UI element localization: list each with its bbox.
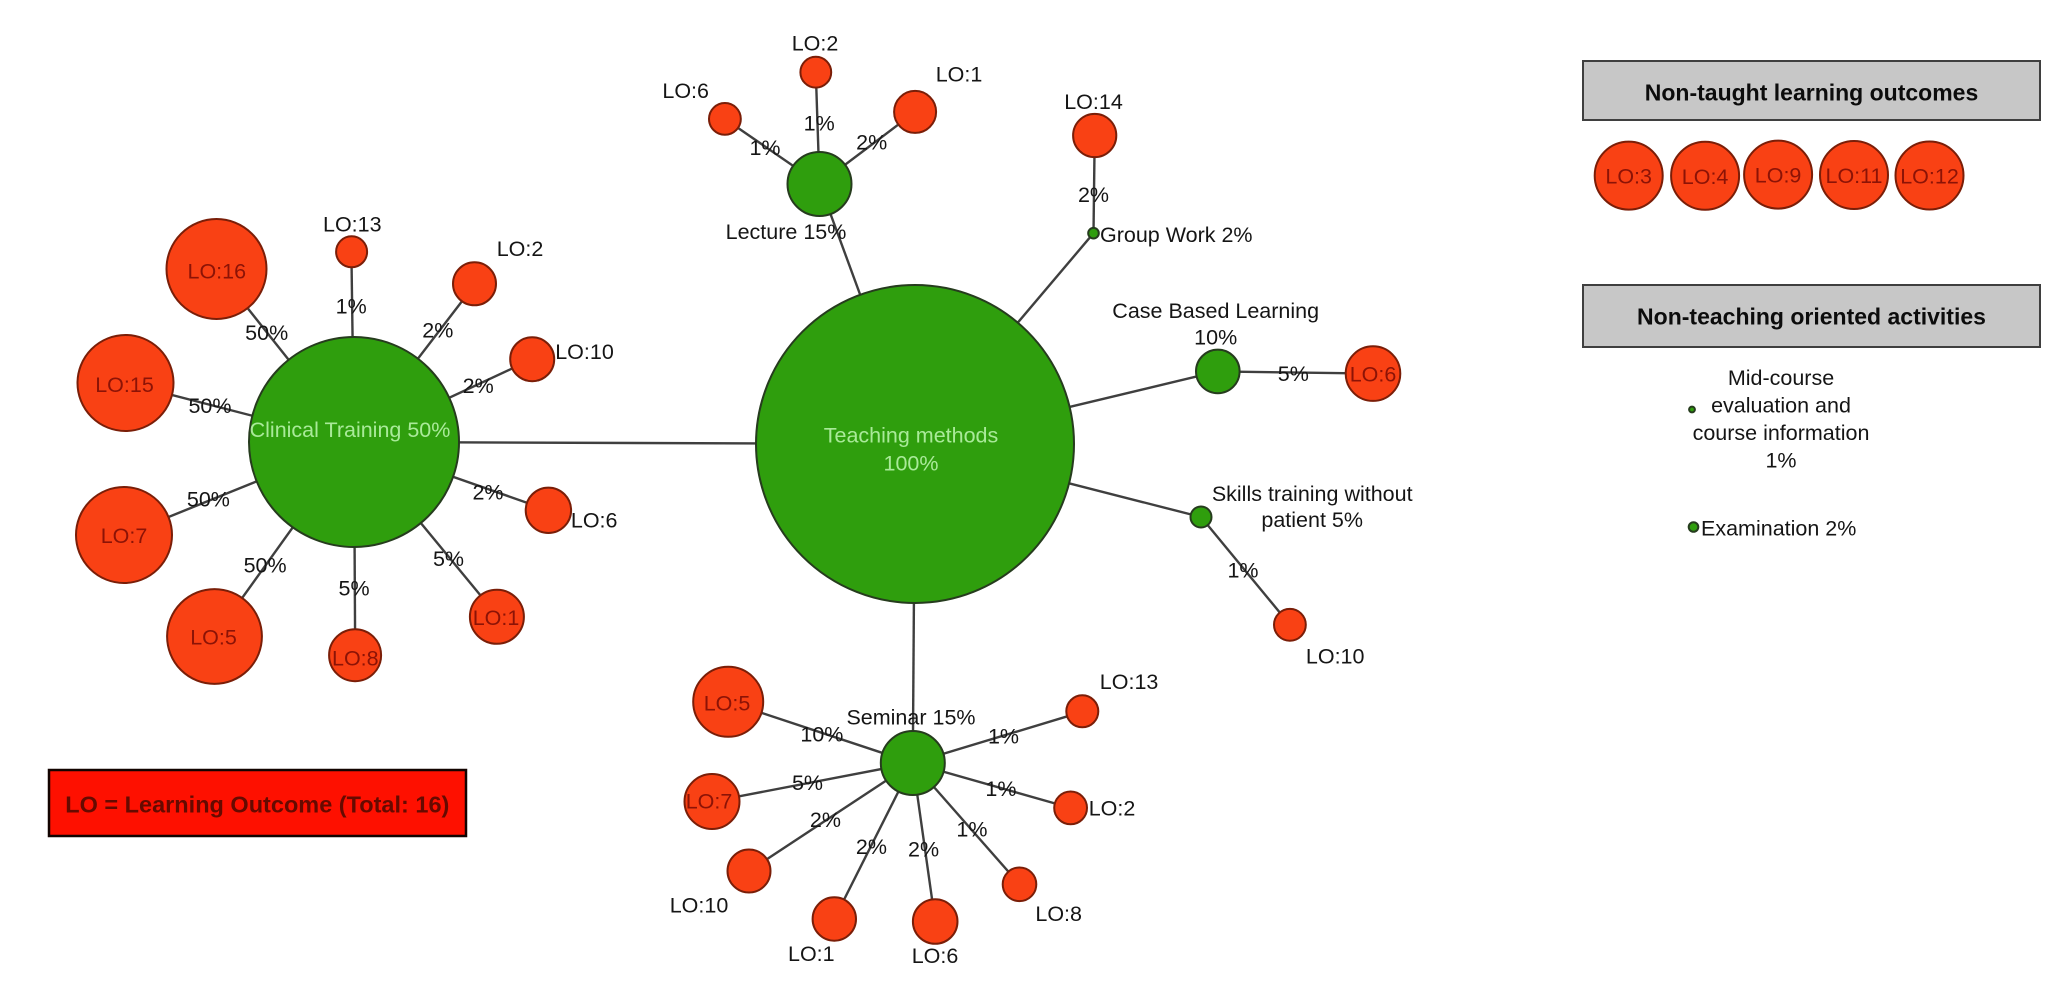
svg-text:LO:5: LO:5 bbox=[190, 626, 237, 650]
svg-text:50%: 50% bbox=[187, 487, 230, 511]
svg-text:5%: 5% bbox=[433, 547, 464, 571]
svg-text:LO:10: LO:10 bbox=[670, 894, 729, 918]
svg-text:2%: 2% bbox=[1078, 183, 1109, 207]
svg-text:Lecture 15%: Lecture 15% bbox=[726, 220, 847, 244]
svg-text:LO:3: LO:3 bbox=[1605, 165, 1652, 189]
svg-text:2%: 2% bbox=[422, 319, 453, 343]
svg-text:2%: 2% bbox=[472, 480, 503, 504]
svg-text:LO:8: LO:8 bbox=[332, 646, 379, 670]
svg-text:LO:15: LO:15 bbox=[95, 373, 154, 397]
svg-text:1%: 1% bbox=[985, 777, 1016, 801]
svg-text:LO:4: LO:4 bbox=[1682, 165, 1729, 189]
svg-text:patient 5%: patient 5% bbox=[1261, 508, 1363, 532]
svg-text:LO:10: LO:10 bbox=[555, 340, 614, 364]
svg-text:LO:1: LO:1 bbox=[473, 606, 520, 630]
svg-text:2%: 2% bbox=[856, 131, 887, 155]
svg-text:Clinical Training 50%: Clinical Training 50% bbox=[250, 418, 451, 442]
svg-text:LO:14: LO:14 bbox=[1064, 90, 1123, 114]
svg-text:evaluation and: evaluation and bbox=[1711, 394, 1851, 418]
svg-text:LO:7: LO:7 bbox=[101, 524, 148, 548]
svg-text:2%: 2% bbox=[810, 808, 841, 832]
svg-text:course information: course information bbox=[1693, 421, 1870, 445]
svg-text:LO:2: LO:2 bbox=[792, 32, 839, 56]
svg-text:Teaching methods: Teaching methods bbox=[824, 424, 999, 448]
svg-text:LO:12: LO:12 bbox=[1900, 165, 1959, 189]
svg-text:5%: 5% bbox=[1278, 362, 1309, 386]
svg-text:LO:8: LO:8 bbox=[1035, 902, 1082, 926]
svg-text:50%: 50% bbox=[245, 321, 288, 345]
svg-text:LO:13: LO:13 bbox=[1100, 670, 1159, 694]
svg-text:50%: 50% bbox=[188, 394, 231, 418]
svg-text:LO:13: LO:13 bbox=[323, 213, 382, 237]
svg-text:1%: 1% bbox=[336, 295, 367, 319]
svg-text:5%: 5% bbox=[339, 577, 370, 601]
svg-text:100%: 100% bbox=[884, 452, 939, 476]
svg-text:Mid-course: Mid-course bbox=[1728, 366, 1834, 390]
svg-text:LO:6: LO:6 bbox=[571, 509, 618, 533]
svg-text:10%: 10% bbox=[1194, 326, 1237, 350]
svg-text:Skills training without: Skills training without bbox=[1212, 482, 1413, 506]
svg-text:1%: 1% bbox=[1227, 558, 1258, 582]
svg-text:LO:6: LO:6 bbox=[1350, 363, 1397, 387]
svg-text:1%: 1% bbox=[1765, 449, 1796, 473]
svg-text:2%: 2% bbox=[463, 374, 494, 398]
svg-text:1%: 1% bbox=[988, 724, 1019, 748]
svg-text:LO:1: LO:1 bbox=[788, 942, 835, 966]
svg-text:LO:2: LO:2 bbox=[1089, 796, 1136, 820]
svg-text:10%: 10% bbox=[800, 722, 843, 746]
svg-text:LO:7: LO:7 bbox=[686, 790, 733, 814]
svg-text:2%: 2% bbox=[856, 835, 887, 859]
svg-text:1%: 1% bbox=[956, 818, 987, 842]
svg-text:5%: 5% bbox=[792, 771, 823, 795]
svg-text:Non-teaching oriented activiti: Non-teaching oriented activities bbox=[1637, 304, 1986, 330]
svg-text:Non-taught learning outcomes: Non-taught learning outcomes bbox=[1645, 80, 1979, 106]
svg-text:LO:11: LO:11 bbox=[1826, 164, 1883, 188]
svg-text:LO:1: LO:1 bbox=[936, 62, 983, 86]
svg-text:LO:2: LO:2 bbox=[497, 237, 544, 261]
svg-text:LO = Learning Outcome (Total:: LO = Learning Outcome (Total: 16) bbox=[65, 792, 449, 818]
svg-text:Seminar 15%: Seminar 15% bbox=[846, 706, 975, 730]
svg-text:Group Work 2%: Group Work 2% bbox=[1100, 223, 1253, 247]
svg-text:LO:6: LO:6 bbox=[912, 944, 959, 968]
svg-text:LO:9: LO:9 bbox=[1755, 164, 1802, 188]
svg-text:1%: 1% bbox=[804, 112, 835, 136]
svg-text:50%: 50% bbox=[244, 553, 287, 577]
svg-text:LO:10: LO:10 bbox=[1306, 644, 1365, 668]
svg-text:LO:5: LO:5 bbox=[704, 691, 751, 715]
svg-text:1%: 1% bbox=[749, 136, 780, 160]
svg-text:Examination 2%: Examination 2% bbox=[1701, 517, 1856, 541]
svg-text:LO:6: LO:6 bbox=[662, 79, 709, 103]
svg-text:2%: 2% bbox=[908, 837, 939, 861]
svg-text:LO:16: LO:16 bbox=[188, 260, 247, 284]
svg-text:Case Based Learning: Case Based Learning bbox=[1112, 299, 1319, 323]
